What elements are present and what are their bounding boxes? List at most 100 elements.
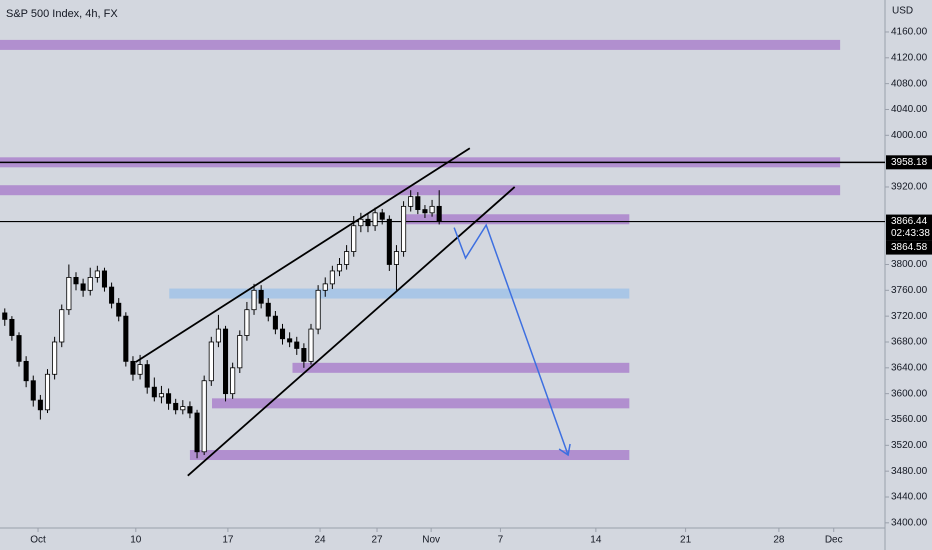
y-tick-label: 4160.00 <box>891 27 928 38</box>
y-tick-label: 3600.00 <box>891 388 928 399</box>
y-tick-label: 3720.00 <box>891 311 928 322</box>
candle-body <box>215 328 221 343</box>
candle-body <box>230 367 236 395</box>
projection-arrowhead <box>558 443 571 457</box>
level-label: 3958.18 <box>891 157 928 168</box>
candle-body <box>187 406 193 414</box>
candle-body <box>151 386 157 398</box>
last-price-box <box>886 214 932 241</box>
y-tick-label: 3760.00 <box>891 285 928 296</box>
candle-body <box>372 212 378 227</box>
price-zone <box>292 362 630 373</box>
candle-body <box>393 251 399 265</box>
candle-body <box>173 402 179 411</box>
candle-body <box>265 302 271 317</box>
candle-body <box>322 283 328 291</box>
x-tick-label: 21 <box>680 535 692 546</box>
candle-body <box>101 270 108 288</box>
y-tick-label: 3640.00 <box>891 362 928 373</box>
candle-body <box>109 286 115 304</box>
price-zone <box>403 214 630 225</box>
candle-body <box>408 196 414 207</box>
price-zone <box>189 450 630 461</box>
level-label-box <box>886 155 932 170</box>
x-tick-label: 28 <box>773 535 785 546</box>
candle-body <box>94 270 100 278</box>
candle-body <box>166 393 172 404</box>
candle-body <box>294 341 300 349</box>
candle-body <box>386 218 392 265</box>
candle-body <box>251 289 257 311</box>
candle-body <box>272 315 278 330</box>
candle-body <box>80 283 86 291</box>
y-tick-label: 4080.00 <box>891 78 928 89</box>
candle-body <box>287 338 293 343</box>
candle-body <box>365 218 371 227</box>
trend-line <box>135 147 471 363</box>
candle-body <box>223 328 229 395</box>
x-tick-label: 17 <box>222 535 234 546</box>
candle-body <box>59 309 65 343</box>
candle-body <box>315 289 321 330</box>
candle-body <box>73 277 79 285</box>
y-tick-label: 3800.00 <box>891 259 928 270</box>
candle-body <box>66 277 72 311</box>
candle-body <box>23 360 29 382</box>
candle-body <box>16 335 22 362</box>
candle-body <box>87 277 93 291</box>
candle-body <box>415 196 421 210</box>
x-tick-label: 7 <box>498 535 504 546</box>
x-tick-label: 24 <box>314 535 326 546</box>
y-tick-label: 3400.00 <box>891 517 928 528</box>
y-tick-label: 3560.00 <box>891 414 928 425</box>
candle-body <box>301 348 307 362</box>
countdown-label: 02:43:38 <box>891 228 930 239</box>
candle-body <box>351 225 357 252</box>
y-tick-label: 3680.00 <box>891 337 928 348</box>
candle-body <box>336 264 343 272</box>
candle-body <box>358 218 364 227</box>
x-tick-label: Dec <box>825 535 843 546</box>
candle-body <box>344 251 350 265</box>
candle-body <box>422 209 428 214</box>
price-zone <box>0 39 841 50</box>
currency-label: USD <box>892 6 913 17</box>
price-zone <box>169 288 630 299</box>
y-tick-label: 3920.00 <box>891 182 928 193</box>
candle-body <box>180 406 186 411</box>
candle-body <box>237 335 243 369</box>
bid-label: 3864.58 <box>891 242 928 253</box>
candle-body <box>379 212 385 220</box>
candle-body <box>158 393 164 398</box>
candle-body <box>208 341 214 382</box>
candle-body <box>258 289 264 304</box>
price-zone <box>0 185 841 196</box>
x-tick-label: Oct <box>30 535 46 546</box>
candle-body <box>130 360 136 375</box>
candle-body <box>116 302 122 317</box>
candle-body <box>329 270 335 285</box>
chart-title: S&P 500 Index, 4h, FX <box>6 8 118 20</box>
candle-body <box>44 373 51 411</box>
x-tick-label: 10 <box>130 535 142 546</box>
x-tick-label: 27 <box>371 535 383 546</box>
plot <box>0 39 885 477</box>
candle-body <box>436 205 442 222</box>
candle-body <box>30 380 36 401</box>
trend-line <box>187 186 516 477</box>
candle-body <box>52 341 58 375</box>
projection-path <box>453 223 569 456</box>
candle-body <box>2 312 8 320</box>
y-tick-label: 4040.00 <box>891 104 928 115</box>
candle-body <box>308 328 314 362</box>
candle-body <box>401 205 407 252</box>
x-tick-label: 14 <box>590 535 602 546</box>
last-price-label: 3866.44 <box>891 216 928 227</box>
y-tick-label: 4000.00 <box>891 130 928 141</box>
candle-body <box>279 328 286 340</box>
price-zone <box>212 398 630 409</box>
y-tick-label: 3440.00 <box>891 492 928 503</box>
